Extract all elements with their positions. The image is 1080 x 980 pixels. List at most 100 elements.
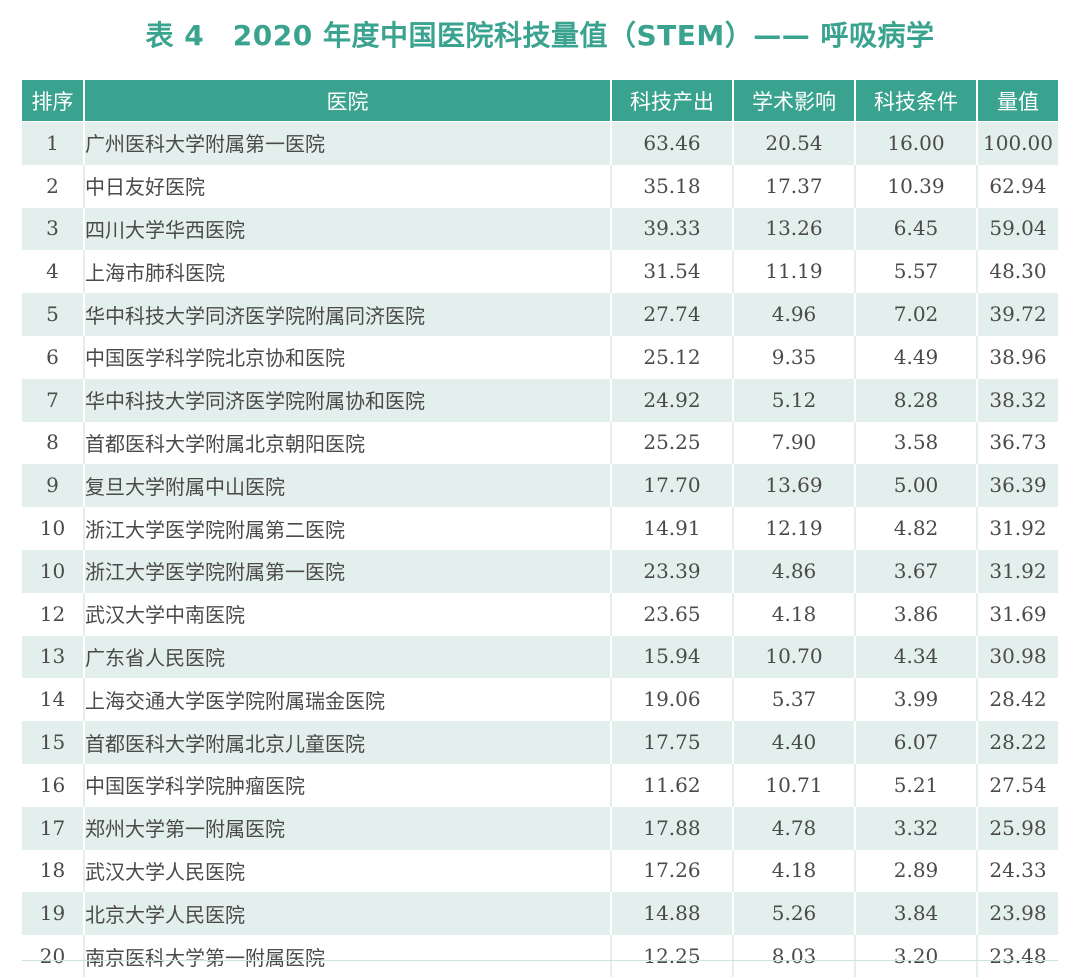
value-cell: 23.48 — [977, 934, 1058, 977]
rank-cell: 14 — [22, 677, 85, 721]
value-cell: 48.30 — [977, 249, 1058, 293]
output-cell: 11.62 — [611, 762, 734, 807]
ranking-table: 排序 医院 科技产出 学术影响 科技条件 量值 1 广州医科大学附属第一医院 6 3.… — [22, 80, 1058, 977]
conditions-cell: 4.49 — [855, 334, 978, 379]
rank-cell: 4 — [22, 249, 85, 293]
hospital-cell: 华中科技大学同济医学院附属同济医院 — [84, 292, 612, 336]
impact-cell: 10.71 — [733, 762, 856, 807]
hospital-cell: 武汉大学中南医院 — [84, 591, 612, 636]
table-row: 10 浙江大学医学院附属第二医院 14.91 12.19 4.82 31.92 — [22, 506, 1058, 550]
rank-cell: 9 — [22, 463, 85, 507]
conditions-cell: 8.28 — [855, 377, 978, 422]
hospital-cell: 浙江大学医学院附属第二医院 — [84, 506, 612, 550]
impact-cell: 4.86 — [733, 548, 856, 593]
value-cell: 100.00 — [977, 121, 1058, 165]
hospital-cell: 广州医科大学附属第一医院 — [84, 121, 612, 165]
value-cell: 23.98 — [977, 891, 1058, 935]
table-row: 6 中国医学科学院北京协和医院 25.12 9.35 4.49 38.96 — [22, 334, 1058, 379]
output-cell: 17.70 — [611, 463, 734, 507]
impact-cell: 5.12 — [733, 377, 856, 422]
value-cell: 38.32 — [977, 377, 1058, 422]
table-row: 7 华中科技大学同济医学院附属协和医院 24.92 5.12 8.28 38.32 — [22, 377, 1058, 422]
hospital-cell: 复旦大学附属中山医院 — [84, 463, 612, 507]
hospital-cell: 中日友好医院 — [84, 163, 612, 208]
rank-cell: 1 — [22, 121, 85, 165]
hospital-cell: 郑州大学第一附属医院 — [84, 805, 612, 850]
impact-cell: 5.26 — [733, 891, 856, 935]
table-bottom-rule — [22, 960, 1058, 961]
conditions-cell: 6.45 — [855, 206, 978, 250]
output-cell: 17.88 — [611, 805, 734, 850]
conditions-cell: 10.39 — [855, 163, 978, 208]
rank-cell: 10 — [22, 548, 85, 593]
table-row: 9 复旦大学附属中山医院 17.70 13.69 5.00 36.39 — [22, 463, 1058, 507]
impact-cell: 4.18 — [733, 848, 856, 892]
hospital-cell: 首都医科大学附属北京朝阳医院 — [84, 420, 612, 464]
value-cell: 59.04 — [977, 206, 1058, 250]
conditions-cell: 3.58 — [855, 420, 978, 464]
impact-cell: 10.70 — [733, 634, 856, 678]
output-cell: 19.06 — [611, 677, 734, 721]
table-row: 2 中日友好医院 35.18 17.37 10.39 62.94 — [22, 163, 1058, 208]
impact-cell: 4.78 — [733, 805, 856, 850]
value-cell: 31.69 — [977, 591, 1058, 636]
conditions-cell: 3.99 — [855, 677, 978, 721]
value-cell: 30.98 — [977, 634, 1058, 678]
output-cell: 35.18 — [611, 163, 734, 208]
value-cell: 27.54 — [977, 762, 1058, 807]
hospital-cell: 首都医科大学附属北京儿童医院 — [84, 720, 612, 764]
value-cell: 62.94 — [977, 163, 1058, 208]
rank-cell: 19 — [22, 891, 85, 935]
conditions-cell: 4.82 — [855, 506, 978, 550]
output-cell: 39.33 — [611, 206, 734, 250]
conditions-cell: 16.00 — [855, 121, 978, 165]
output-cell: 23.39 — [611, 548, 734, 593]
header-output: 科技产出 — [611, 80, 734, 122]
value-cell: 38.96 — [977, 334, 1058, 379]
value-cell: 28.42 — [977, 677, 1058, 721]
rank-cell: 10 — [22, 506, 85, 550]
conditions-cell: 3.67 — [855, 548, 978, 593]
impact-cell: 4.18 — [733, 591, 856, 636]
conditions-cell: 3.20 — [855, 934, 978, 977]
rank-cell: 16 — [22, 762, 85, 807]
table-title: 表 4 2020 年度中国医院科技量值（STEM）—— 呼吸病学 — [145, 19, 935, 52]
rank-cell: 5 — [22, 292, 85, 336]
header-conditions: 科技条件 — [855, 80, 978, 122]
output-cell: 15.94 — [611, 634, 734, 678]
conditions-cell: 5.00 — [855, 463, 978, 507]
output-cell: 25.12 — [611, 334, 734, 379]
conditions-cell: 7.02 — [855, 292, 978, 336]
hospital-cell: 中国医学科学院北京协和医院 — [84, 334, 612, 379]
value-cell: 25.98 — [977, 805, 1058, 850]
value-cell: 36.73 — [977, 420, 1058, 464]
table-row: 5 华中科技大学同济医学院附属同济医院 27.74 4.96 7.02 39.72 — [22, 292, 1058, 336]
rank-cell: 8 — [22, 420, 85, 464]
value-cell: 24.33 — [977, 848, 1058, 892]
hospital-cell: 华中科技大学同济医学院附属协和医院 — [84, 377, 612, 422]
conditions-cell: 4.34 — [855, 634, 978, 678]
header-impact: 学术影响 — [733, 80, 856, 122]
hospital-cell: 南京医科大学第一附属医院 — [84, 934, 612, 977]
value-cell: 39.72 — [977, 292, 1058, 336]
header-rank: 排序 — [22, 80, 85, 122]
hospital-cell: 上海市肺科医院 — [84, 249, 612, 293]
header-hospital: 医院 — [84, 80, 612, 122]
output-cell: 25.25 — [611, 420, 734, 464]
table-header: 排序 医院 科技产出 学术影响 科技条件 量值 — [22, 80, 1058, 122]
conditions-cell: 5.57 — [855, 249, 978, 293]
rank-cell: 6 — [22, 334, 85, 379]
hospital-cell: 广东省人民医院 — [84, 634, 612, 678]
table-row: 4 上海市肺科医院 31.54 11.19 5.57 48.30 — [22, 249, 1058, 293]
hospital-cell: 上海交通大学医学院附属瑞金医院 — [84, 677, 612, 721]
conditions-cell: 3.86 — [855, 591, 978, 636]
rank-cell: 17 — [22, 805, 85, 850]
table-row: 18 武汉大学人民医院 17.26 4.18 2.89 24.33 — [22, 848, 1058, 892]
output-cell: 17.26 — [611, 848, 734, 892]
table-row: 19 北京大学人民医院 14.88 5.26 3.84 23.98 — [22, 891, 1058, 935]
impact-cell: 11.19 — [733, 249, 856, 293]
impact-cell: 12.19 — [733, 506, 856, 550]
conditions-cell: 5.21 — [855, 762, 978, 807]
hospital-cell: 武汉大学人民医院 — [84, 848, 612, 892]
impact-cell: 17.37 — [733, 163, 856, 208]
